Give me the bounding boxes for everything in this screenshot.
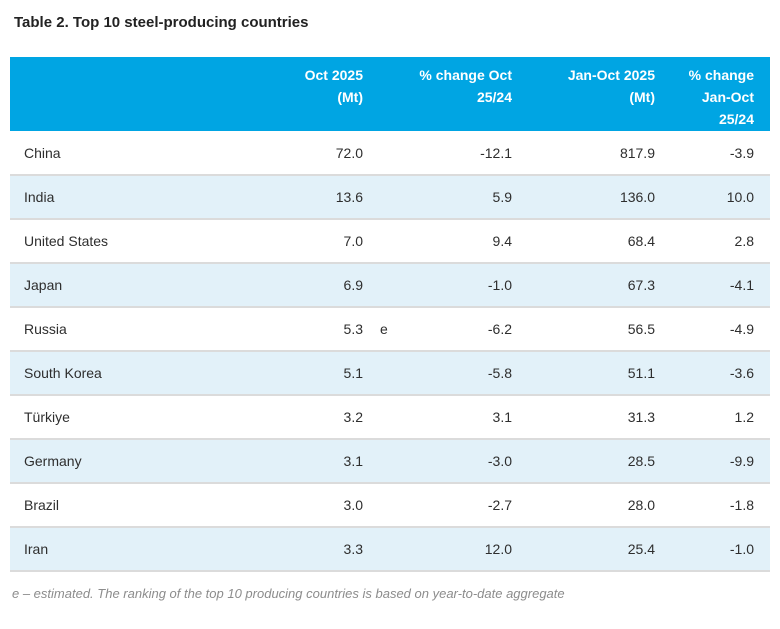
e-marker-cell (368, 131, 408, 176)
country-cell: Türkiye (10, 395, 245, 440)
country-cell: Russia (10, 307, 245, 352)
country-cell: Japan (10, 263, 245, 308)
pct-oct-cell: 12.0 (408, 527, 517, 572)
oct-value-cell: 3.2 (245, 395, 368, 440)
jan-oct-value-cell: 67.3 (517, 263, 660, 308)
header-country (10, 57, 245, 131)
pct-jan-oct-cell: -4.1 (660, 263, 770, 308)
jan-oct-value-cell: 56.5 (517, 307, 660, 352)
pct-oct-cell: -3.0 (408, 439, 517, 484)
oct-value-cell: 13.6 (245, 175, 368, 220)
country-cell: China (10, 131, 245, 176)
country-cell: United States (10, 219, 245, 264)
oct-value-cell: 72.0 (245, 131, 368, 176)
e-marker-cell (368, 219, 408, 264)
pct-jan-oct-cell: -9.9 (660, 439, 770, 484)
jan-oct-value-cell: 136.0 (517, 175, 660, 220)
header-pct-change-oct: % change Oct 25/24 (408, 57, 517, 131)
oct-value-cell: 3.1 (245, 439, 368, 484)
table-row: Japan 6.9 -1.0 67.3 -4.1 (10, 263, 770, 308)
header-jan-oct-2025-mt: Jan-Oct 2025 (Mt) (517, 57, 660, 131)
jan-oct-value-cell: 25.4 (517, 527, 660, 572)
header-row: Oct 2025 (Mt) % change Oct 25/24 Jan-Oct… (10, 57, 770, 131)
table-row: China 72.0 -12.1 817.9 -3.9 (10, 131, 770, 176)
page: Table 2. Top 10 steel-producing countrie… (10, 14, 770, 601)
pct-jan-oct-cell: -1.0 (660, 527, 770, 572)
e-marker-cell (368, 175, 408, 220)
oct-value-cell: 5.1 (245, 351, 368, 396)
pct-jan-oct-cell: 10.0 (660, 175, 770, 220)
table-title: Table 2. Top 10 steel-producing countrie… (14, 14, 309, 31)
pct-jan-oct-cell: -4.9 (660, 307, 770, 352)
oct-value-cell: 7.0 (245, 219, 368, 264)
e-marker-cell (368, 263, 408, 308)
pct-jan-oct-cell: -1.8 (660, 483, 770, 528)
header-e-marker (368, 57, 408, 131)
footnote: e – estimated. The ranking of the top 10… (12, 586, 565, 601)
oct-value-cell: 6.9 (245, 263, 368, 308)
e-marker-cell (368, 483, 408, 528)
table-row: Iran 3.3 12.0 25.4 -1.0 (10, 527, 770, 572)
table-row: Russia 5.3 e -6.2 56.5 -4.9 (10, 307, 770, 352)
pct-oct-cell: -5.8 (408, 351, 517, 396)
table-row: India 13.6 5.9 136.0 10.0 (10, 175, 770, 220)
header-oct-2025-mt: Oct 2025 (Mt) (245, 57, 368, 131)
table-row: Türkiye 3.2 3.1 31.3 1.2 (10, 395, 770, 440)
pct-jan-oct-cell: 2.8 (660, 219, 770, 264)
oct-value-cell: 3.3 (245, 527, 368, 572)
jan-oct-value-cell: 51.1 (517, 351, 660, 396)
e-marker-cell: e (368, 307, 408, 352)
e-marker-cell (368, 527, 408, 572)
country-cell: Germany (10, 439, 245, 484)
pct-oct-cell: -6.2 (408, 307, 517, 352)
pct-oct-cell: 9.4 (408, 219, 517, 264)
pct-jan-oct-cell: -3.9 (660, 131, 770, 176)
pct-oct-cell: -12.1 (408, 131, 517, 176)
table-row: South Korea 5.1 -5.8 51.1 -3.6 (10, 351, 770, 396)
jan-oct-value-cell: 817.9 (517, 131, 660, 176)
country-cell: India (10, 175, 245, 220)
jan-oct-value-cell: 68.4 (517, 219, 660, 264)
jan-oct-value-cell: 28.0 (517, 483, 660, 528)
pct-oct-cell: 5.9 (408, 175, 517, 220)
oct-value-cell: 3.0 (245, 483, 368, 528)
jan-oct-value-cell: 31.3 (517, 395, 660, 440)
pct-jan-oct-cell: -3.6 (660, 351, 770, 396)
e-marker-cell (368, 439, 408, 484)
table-row: Brazil 3.0 -2.7 28.0 -1.8 (10, 483, 770, 528)
e-marker-cell (368, 395, 408, 440)
header-pct-change-jan-oct: % change Jan-Oct 25/24 (660, 57, 770, 131)
e-marker-cell (368, 351, 408, 396)
table-row: Germany 3.1 -3.0 28.5 -9.9 (10, 439, 770, 484)
pct-jan-oct-cell: 1.2 (660, 395, 770, 440)
pct-oct-cell: -2.7 (408, 483, 517, 528)
jan-oct-value-cell: 28.5 (517, 439, 660, 484)
pct-oct-cell: -1.0 (408, 263, 517, 308)
pct-oct-cell: 3.1 (408, 395, 517, 440)
steel-production-table: Oct 2025 (Mt) % change Oct 25/24 Jan-Oct… (10, 57, 770, 572)
country-cell: Brazil (10, 483, 245, 528)
country-cell: South Korea (10, 351, 245, 396)
table-row: United States 7.0 9.4 68.4 2.8 (10, 219, 770, 264)
country-cell: Iran (10, 527, 245, 572)
oct-value-cell: 5.3 (245, 307, 368, 352)
